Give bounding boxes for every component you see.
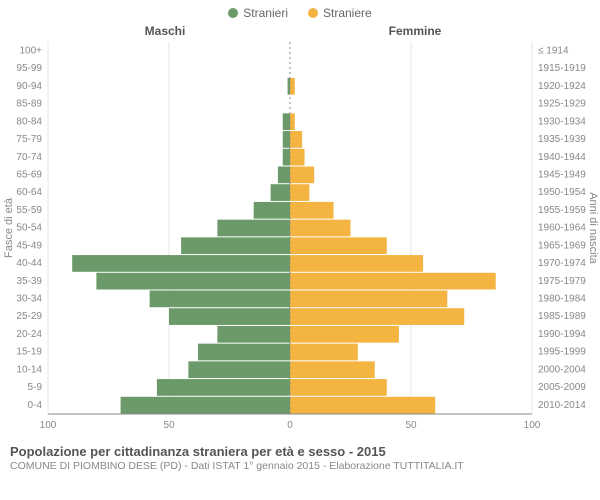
axis-left-title: Fasce di età — [3, 197, 15, 258]
legend-item-male: Stranieri — [228, 6, 288, 20]
footer: Popolazione per cittadinanza straniera p… — [0, 438, 600, 472]
age-label: 35-39 — [16, 276, 42, 287]
year-label: 1975-1979 — [538, 276, 586, 287]
chart-subtitle: COMUNE DI PIOMBINO DESE (PD) - Dati ISTA… — [10, 460, 590, 472]
year-label: ≤ 1914 — [538, 45, 569, 56]
bar-male — [271, 184, 290, 201]
bar-male — [283, 149, 290, 166]
age-label: 40-44 — [16, 258, 42, 269]
age-label: 20-24 — [16, 329, 42, 340]
bar-male — [157, 379, 290, 396]
age-label: 80-84 — [16, 116, 42, 127]
age-label: 15-19 — [16, 347, 42, 358]
age-label: 85-89 — [16, 99, 42, 110]
age-label: 50-54 — [16, 223, 42, 234]
svg-text:50: 50 — [163, 420, 175, 431]
year-label: 1985-1989 — [538, 311, 586, 322]
year-label: 2000-2004 — [538, 364, 586, 375]
age-label: 45-49 — [16, 240, 42, 251]
bar-male — [217, 326, 290, 343]
bar-male — [169, 308, 290, 325]
age-label: 95-99 — [16, 63, 42, 74]
year-label: 2010-2014 — [538, 400, 586, 411]
bar-female — [290, 397, 435, 414]
bar-male — [72, 255, 290, 272]
bar-male — [181, 237, 290, 254]
header-male: Maschi — [0, 24, 290, 38]
bar-female — [290, 131, 302, 148]
chart-title: Popolazione per cittadinanza straniera p… — [10, 444, 590, 459]
bar-male — [121, 397, 290, 414]
bar-male — [198, 344, 290, 361]
bar-female — [290, 184, 309, 201]
age-label: 75-79 — [16, 134, 42, 145]
bar-female — [290, 361, 375, 378]
age-label: 55-59 — [16, 205, 42, 216]
bar-male — [96, 273, 290, 290]
year-label: 1915-1919 — [538, 63, 586, 74]
year-label: 1995-1999 — [538, 347, 586, 358]
year-label: 1965-1969 — [538, 240, 586, 251]
year-label: 1990-1994 — [538, 329, 586, 340]
age-label: 0-4 — [28, 400, 43, 411]
year-label: 1935-1939 — [538, 134, 586, 145]
svg-text:0: 0 — [287, 420, 293, 431]
bar-female — [290, 78, 295, 95]
column-headers: Maschi Femmine — [0, 24, 600, 38]
bar-female — [290, 167, 314, 184]
bar-female — [290, 379, 387, 396]
svg-text:50: 50 — [405, 420, 417, 431]
age-label: 65-69 — [16, 169, 42, 180]
bar-female — [290, 237, 387, 254]
year-label: 1980-1984 — [538, 293, 586, 304]
bar-female — [290, 255, 423, 272]
year-label: 1960-1964 — [538, 223, 586, 234]
bar-female — [290, 220, 351, 237]
axis-right-title: Anni di nascita — [587, 192, 599, 264]
bar-female — [290, 149, 305, 166]
bar-female — [290, 326, 399, 343]
year-label: 1920-1924 — [538, 81, 586, 92]
year-label: 1970-1974 — [538, 258, 586, 269]
bar-male — [254, 202, 290, 219]
bar-male — [283, 113, 290, 130]
bar-male — [278, 167, 290, 184]
age-label: 5-9 — [28, 382, 43, 393]
age-label: 100+ — [19, 45, 42, 56]
bar-female — [290, 344, 358, 361]
year-label: 1945-1949 — [538, 169, 586, 180]
legend: Stranieri Straniere — [0, 0, 600, 20]
age-label: 10-14 — [16, 364, 42, 375]
age-label: 25-29 — [16, 311, 42, 322]
age-label: 70-74 — [16, 152, 42, 163]
year-label: 2005-2009 — [538, 382, 586, 393]
bar-female — [290, 291, 447, 308]
year-label: 1925-1929 — [538, 99, 586, 110]
year-label: 1930-1934 — [538, 116, 586, 127]
bar-male — [217, 220, 290, 237]
year-label: 1950-1954 — [538, 187, 586, 198]
age-label: 90-94 — [16, 81, 42, 92]
legend-label-male: Stranieri — [243, 6, 288, 20]
age-label: 60-64 — [16, 187, 42, 198]
bar-male — [150, 291, 290, 308]
svg-text:100: 100 — [40, 420, 57, 431]
legend-item-female: Straniere — [308, 6, 372, 20]
population-pyramid-chart: 100+ ≤ 1914 95-99 1915-1919 90-94 1920-1924 85… — [0, 38, 600, 438]
age-label: 30-34 — [16, 293, 42, 304]
bar-female — [290, 273, 496, 290]
header-female: Femmine — [290, 24, 600, 38]
svg-text:100: 100 — [524, 420, 541, 431]
legend-swatch-male — [228, 8, 238, 18]
bar-female — [290, 113, 295, 130]
bar-male — [283, 131, 290, 148]
legend-swatch-female — [308, 8, 318, 18]
bar-female — [290, 308, 464, 325]
year-label: 1940-1944 — [538, 152, 586, 163]
bar-male — [188, 361, 290, 378]
bar-female — [290, 202, 334, 219]
legend-label-female: Straniere — [323, 6, 372, 20]
year-label: 1955-1959 — [538, 205, 586, 216]
pyramid-svg: 100+ ≤ 1914 95-99 1915-1919 90-94 1920-1924 85… — [0, 38, 600, 438]
